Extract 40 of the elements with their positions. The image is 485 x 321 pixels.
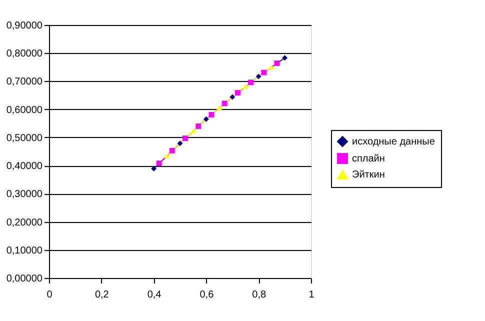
legend-label: сплайн	[352, 154, 385, 164]
y-tick-label: 0,40000	[6, 161, 43, 172]
x-tick-label: 0,2	[94, 290, 110, 300]
y-tick-label: 0,00000	[6, 274, 43, 284]
y-tick-label: 0,20000	[6, 217, 43, 228]
point	[190, 128, 196, 134]
y-tick-label: 0,60000	[6, 104, 43, 116]
point	[203, 116, 209, 122]
x-tick-label: 1	[308, 290, 315, 300]
point	[261, 70, 267, 76]
legend-label: исходные данные	[352, 136, 436, 148]
point	[242, 84, 248, 89]
y-tick-label: 0,80000	[6, 48, 43, 60]
point	[151, 166, 157, 172]
y-tick-label: 0,70000	[6, 76, 43, 88]
x-tick-label: 0,6	[200, 290, 214, 300]
x-tick-label: 0	[46, 290, 53, 300]
y-tick-label: 0,30000	[6, 189, 43, 200]
point	[169, 148, 175, 154]
y-tick-label: 0,10000	[6, 245, 43, 256]
point	[164, 153, 170, 158]
point	[274, 60, 280, 66]
y-tick-label: 0,90000	[6, 20, 43, 32]
point	[268, 64, 274, 70]
point	[234, 90, 240, 96]
point	[208, 112, 214, 118]
point	[282, 55, 288, 61]
point	[182, 136, 188, 142]
point	[248, 80, 254, 86]
legend-label: Эйткин	[352, 170, 385, 180]
point	[196, 123, 202, 129]
y-tick-label: 0,50000	[6, 132, 43, 144]
point	[222, 100, 228, 106]
point	[256, 74, 262, 80]
x-tick-label: 0,8	[252, 290, 266, 300]
point	[177, 140, 183, 146]
point	[156, 160, 162, 166]
point	[216, 106, 222, 110]
point	[230, 94, 236, 100]
x-tick-label: 0,4	[147, 290, 162, 300]
